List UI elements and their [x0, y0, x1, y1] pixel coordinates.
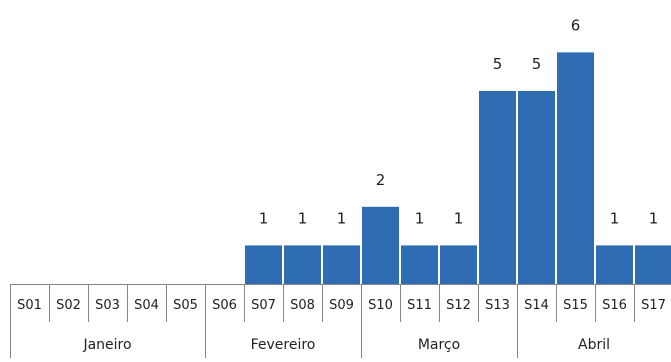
- value-label-s11: 1: [415, 209, 425, 227]
- tick-label-s09: S09: [329, 298, 354, 313]
- value-label-s17: 1: [649, 209, 659, 227]
- month-label-0: Janeiro: [82, 337, 131, 353]
- value-label-s09: 1: [337, 209, 347, 227]
- tick-label-s04: S04: [134, 298, 159, 313]
- tick-label-s03: S03: [95, 298, 120, 313]
- month-label-1: Fevereiro: [251, 337, 316, 353]
- tick-label-s11: S11: [407, 298, 432, 313]
- value-label-s16: 1: [610, 209, 620, 227]
- value-label-s12: 1: [454, 209, 464, 227]
- bar-s07: [245, 245, 282, 284]
- bar-s15: [557, 52, 594, 285]
- tick-label-s06: S06: [212, 298, 237, 313]
- value-label-s15: 6: [571, 16, 581, 34]
- tick-label-s15: S15: [563, 298, 588, 313]
- value-label-s13: 5: [493, 55, 503, 73]
- bar-s08: [284, 245, 321, 284]
- value-label-s08: 1: [298, 209, 308, 227]
- bar-s10: [362, 206, 399, 284]
- tick-label-s01: S01: [17, 298, 42, 313]
- tick-label-s17: S17: [641, 298, 666, 313]
- tick-label-s12: S12: [446, 298, 471, 313]
- tick-label-s02: S02: [56, 298, 81, 313]
- tick-label-s13: S13: [485, 298, 510, 313]
- axis-layer: S01 S02 S03 S04 S05 S06 S07 S08 S09 S10 S11 S12 S13 S…: [10, 284, 671, 358]
- bar-s12: [440, 245, 477, 284]
- value-label-s10: 2: [376, 171, 386, 189]
- value-label-s07: 1: [259, 209, 269, 227]
- tick-label-s05: S05: [173, 298, 198, 313]
- bar-s09: [323, 245, 360, 284]
- bar-s11: [401, 245, 438, 284]
- tick-label-s07: S07: [251, 298, 276, 313]
- bars-layer: [245, 52, 671, 285]
- tick-label-s08: S08: [290, 298, 315, 313]
- month-label-2: Março: [418, 337, 460, 353]
- bar-s14: [518, 91, 555, 284]
- tick-label-s16: S16: [602, 298, 627, 313]
- tick-label-s10: S10: [368, 298, 393, 313]
- bar-s13: [479, 91, 516, 284]
- value-label-s14: 5: [532, 55, 542, 73]
- month-label-3: Abril: [578, 337, 610, 353]
- tick-label-s14: S14: [524, 298, 549, 313]
- value-labels-layer: 1 1 1 2 1 1 5 5 6 1 1: [259, 16, 659, 227]
- bar-s17: [635, 245, 671, 284]
- bar-s16: [596, 245, 633, 284]
